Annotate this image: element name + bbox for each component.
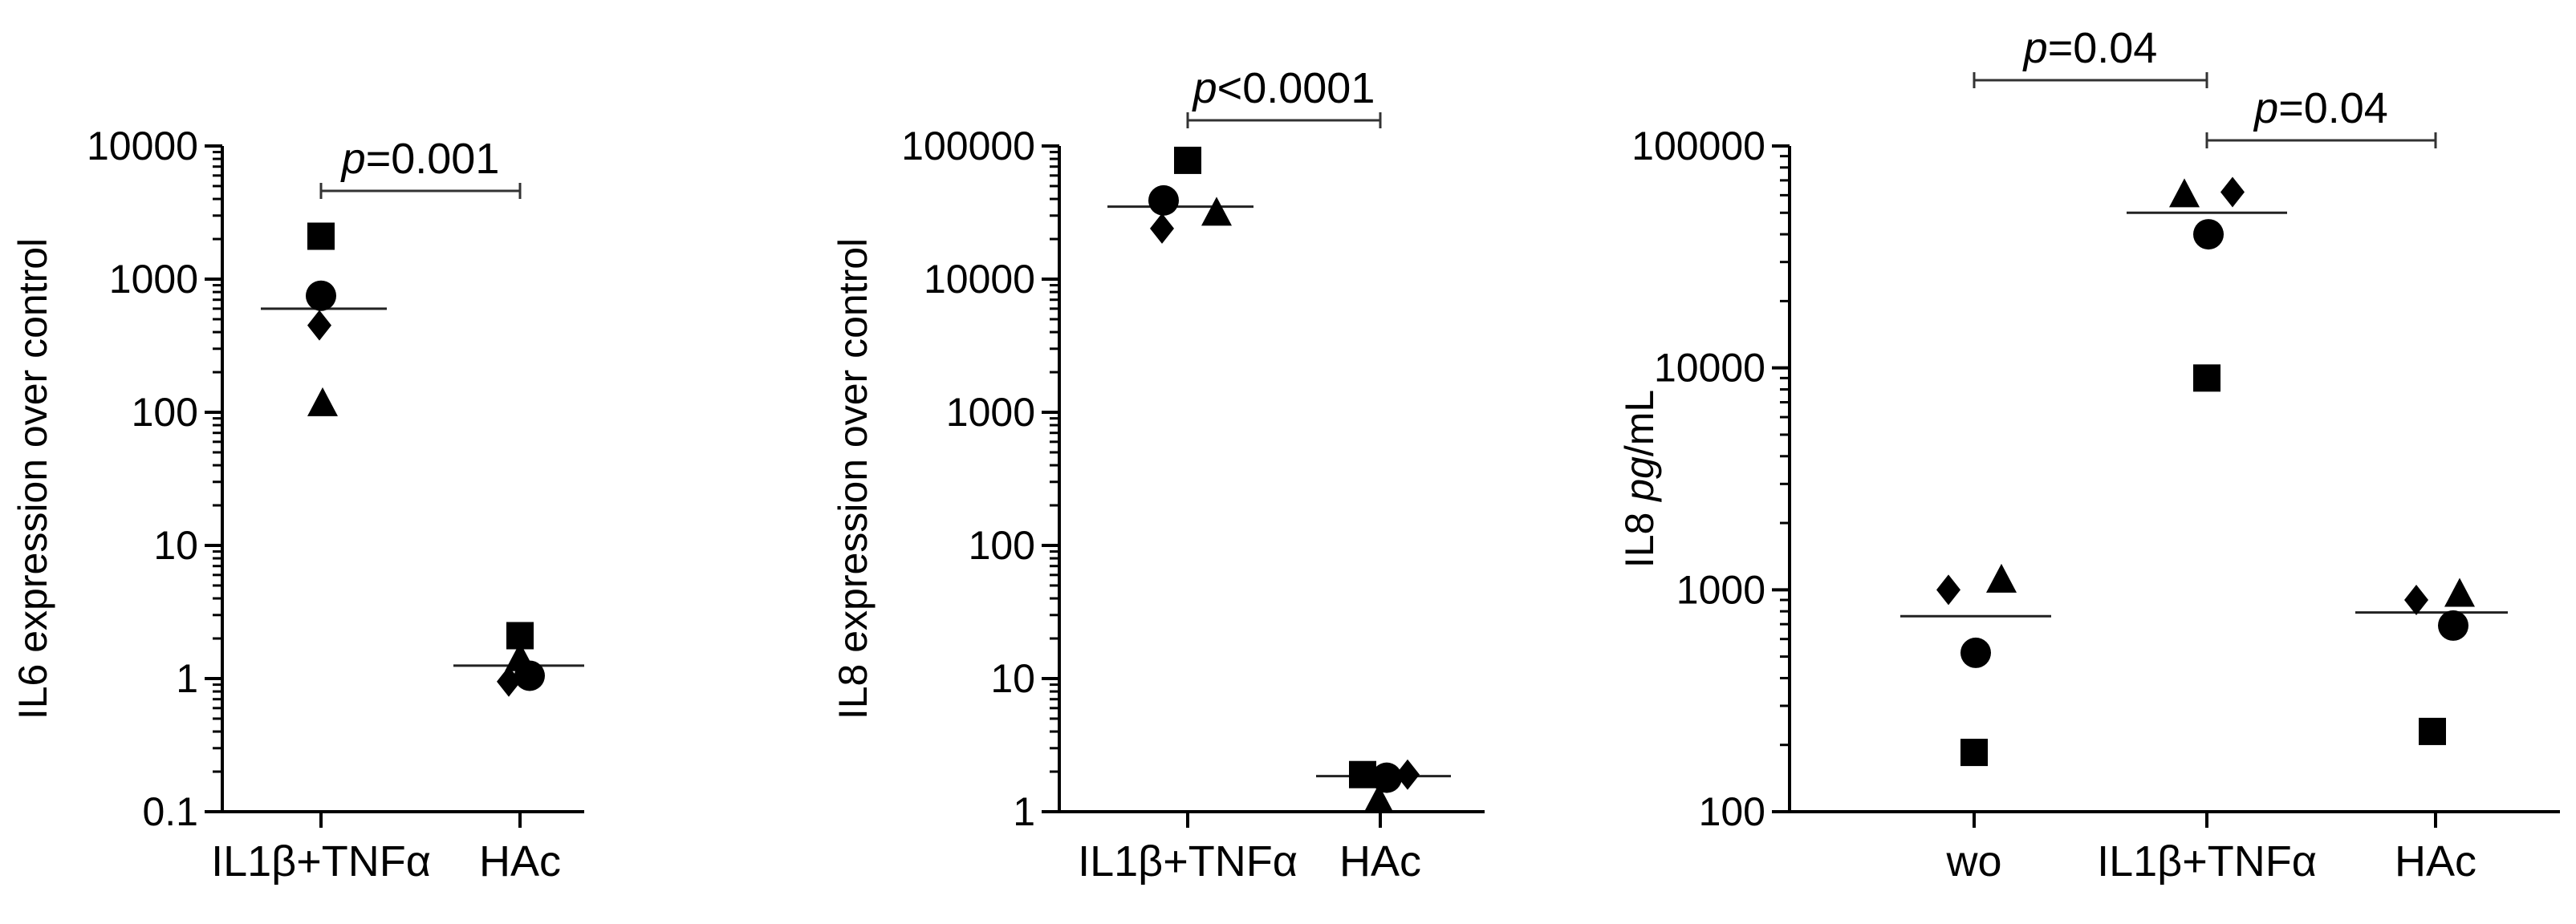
y-tick-label: 10000 [1654, 346, 1765, 391]
x-tick-label: IL1β+TNFα [1078, 837, 1298, 886]
data-point-circle [1371, 763, 1402, 793]
data-point-circle [2193, 219, 2224, 249]
data-point-circle [1148, 185, 1179, 216]
data-point-square [307, 223, 335, 250]
data-point-circle [2438, 610, 2468, 641]
y-tick-label: 1 [176, 656, 198, 701]
x-tick-label: IL1β+TNFα [211, 837, 431, 886]
p-value-label: p<0.0001 [1192, 64, 1375, 112]
y-tick-label: 1000 [109, 257, 198, 302]
data-point-square [2419, 718, 2446, 745]
y-axis-title: IL6 expression over control [10, 238, 55, 719]
y-tick-label: 10 [990, 656, 1035, 701]
x-tick-label: IL1β+TNFα [2097, 837, 2317, 886]
y-tick-label: 100 [969, 523, 1035, 568]
y-tick-label: 100000 [901, 124, 1035, 168]
y-tick-label: 100 [132, 390, 198, 435]
data-point-diamond [2404, 585, 2428, 615]
data-point-circle [514, 660, 545, 691]
y-tick-label: 100000 [1631, 124, 1765, 168]
data-point-diamond [307, 310, 331, 341]
y-tick-label: 0.1 [142, 789, 198, 834]
y-tick-label: 10000 [924, 257, 1035, 302]
p-value-label: p=0.04 [2022, 24, 2158, 72]
data-point-triangle [2169, 178, 2200, 207]
panel-il6: 0.1 1 10 100 1000 10000 IL1β+TNFα HAc IL6 expres… [10, 124, 584, 886]
data-point-circle [306, 281, 336, 311]
x-tick-label: wo [1945, 837, 2001, 886]
p-value-label: p=0.04 [2253, 84, 2388, 132]
y-tick-label: 10 [153, 523, 198, 568]
data-point-square [1960, 739, 1988, 766]
y-tick-label: 10000 [87, 124, 198, 168]
y-axis-title: IL8 expression over control [831, 238, 876, 719]
x-tick-label: HAc [479, 837, 561, 886]
data-point-diamond [1150, 213, 1174, 244]
x-tick-label: HAc [2395, 837, 2476, 886]
data-point-diamond [1936, 574, 1960, 605]
x-tick-label: HAc [1339, 837, 1421, 886]
p-value-label: p=0.001 [340, 135, 500, 183]
panel-il8-concentration: 100 1000 10000 100000 wo IL1β+TNFα HAc IL8 pg/m… [1617, 24, 2560, 886]
data-point-square [2193, 364, 2220, 391]
y-tick-label: 1000 [946, 390, 1035, 435]
panel-il8-expression: 1 10 100 1000 10000 100000 IL1β+TNFα HAc IL8 exp… [831, 64, 1485, 886]
data-point-circle [1960, 638, 1991, 668]
y-axis-title: IL8 pg/mL [1617, 390, 1662, 568]
data-point-triangle [1201, 197, 1232, 225]
data-point-triangle [1986, 564, 2017, 593]
data-point-triangle [2444, 578, 2475, 606]
y-tick-label: 1 [1013, 789, 1035, 834]
y-tick-label: 1000 [1676, 567, 1765, 612]
y-tick-label: 100 [1699, 789, 1765, 834]
data-point-square [1174, 147, 1201, 174]
data-point-triangle [307, 387, 338, 416]
data-point-diamond [2220, 176, 2245, 207]
